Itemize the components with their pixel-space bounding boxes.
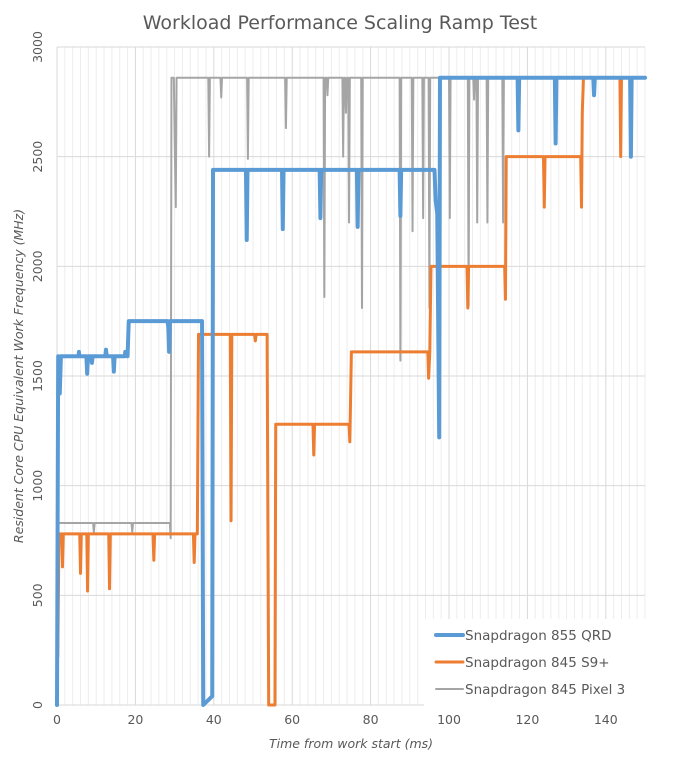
y-tick-label: 2000 — [30, 250, 45, 282]
y-axis-ticks: 0 500 1000 1500 2000 2500 3000 — [30, 31, 45, 709]
legend-label-845-s9plus: Snapdragon 845 S9+ — [465, 655, 610, 671]
y-tick-label: 0 — [30, 701, 45, 709]
x-tick-label: 140 — [594, 712, 618, 727]
x-tick-label: 120 — [515, 712, 539, 727]
x-tick-label: 0 — [53, 712, 61, 727]
x-axis-label: Time from work start (ms) — [269, 736, 433, 751]
series-layer — [55, 75, 647, 707]
x-axis-ticks: 0 20 40 60 80 100 120 140 — [53, 712, 618, 727]
series-855-qrd — [55, 75, 647, 707]
legend-item-845-s9plus: Snapdragon 845 S9+ — [434, 655, 610, 671]
y-tick-label: 500 — [30, 583, 45, 607]
chart-title: Workload Performance Scaling Ramp Test — [143, 12, 538, 34]
legend-label-855-qrd: Snapdragon 855 QRD — [465, 628, 612, 644]
series-845-s9plus — [55, 76, 647, 707]
y-tick-label: 3000 — [30, 31, 45, 63]
legend-item-855-qrd: Snapdragon 855 QRD — [434, 628, 612, 644]
legend: Snapdragon 855 QRD Snapdragon 845 S9+ Sn… — [424, 619, 646, 707]
x-tick-label: 20 — [127, 712, 143, 727]
y-tick-label: 1000 — [30, 470, 45, 502]
x-tick-label: 40 — [206, 712, 222, 727]
x-tick-label: 80 — [363, 712, 379, 727]
y-tick-label: 1500 — [30, 360, 45, 392]
x-tick-label: 60 — [284, 712, 300, 727]
x-tick-label: 100 — [437, 712, 461, 727]
y-axis-label: Resident Core CPU Equivalent Work Freque… — [11, 209, 26, 543]
legend-label-845-pixel3: Snapdragon 845 Pixel 3 — [465, 682, 625, 698]
y-tick-label: 2500 — [30, 141, 45, 173]
legend-item-845-pixel3: Snapdragon 845 Pixel 3 — [435, 682, 625, 698]
